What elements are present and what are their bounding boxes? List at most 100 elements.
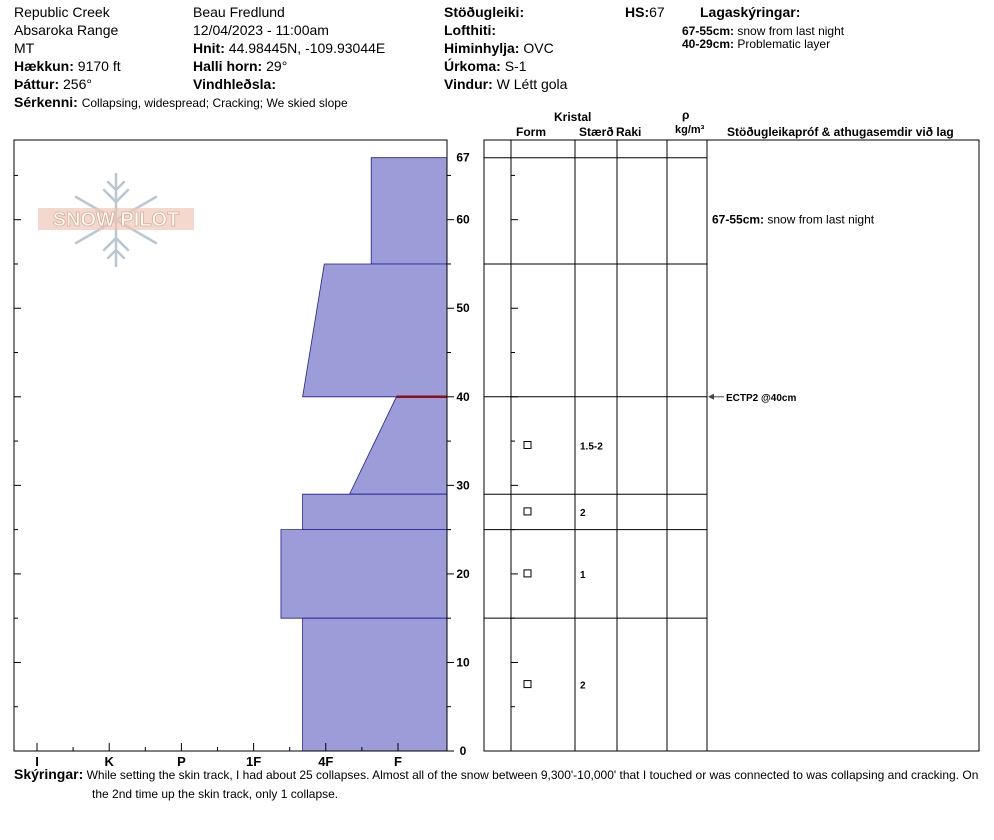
- elevation-label: Hækkun:: [14, 58, 74, 74]
- snow-pilot-logo: SNOW PILOT: [38, 172, 194, 268]
- grain-form-square-icon: [523, 441, 532, 449]
- aspect-label: Þáttur:: [14, 76, 60, 92]
- hardness-layers: [280, 157, 448, 752]
- slope-value: 29°: [266, 58, 288, 74]
- elevation: Hækkun: 9170 ft: [14, 58, 121, 74]
- slope-label: Halli horn:: [193, 58, 263, 74]
- depth-tick-label: 10: [456, 655, 470, 669]
- depth-tick-label: 20: [456, 567, 470, 581]
- aspect-value: 256°: [63, 76, 92, 92]
- grain-form-square-icon: [523, 507, 532, 516]
- hardness-tick-label: 4F: [318, 754, 333, 769]
- sky-value: OVC: [523, 40, 554, 56]
- hardness-layer: [280, 529, 448, 619]
- location: Republic Creek: [14, 4, 110, 20]
- comments: Skýringar: While setting the skin track,…: [14, 766, 982, 782]
- depth-tick-label: 30: [456, 478, 470, 492]
- wind-label: Vindur:: [444, 76, 493, 92]
- air-temp: Lofthiti:: [444, 22, 496, 38]
- features-label: Sérkenni:: [14, 94, 78, 110]
- depth-tick-label: 60: [456, 213, 470, 227]
- stability-label: Stöðugleiki:: [444, 4, 525, 20]
- comments-line-1: While setting the skin track, I had abou…: [86, 768, 979, 782]
- grain-size-label: 1.5-2: [580, 442, 603, 453]
- depth-tick-label: 67: [456, 151, 470, 165]
- layer-comment-text: snow from last night: [767, 213, 874, 227]
- aspect: Þáttur: 256°: [14, 76, 92, 92]
- stability: Stöðugleiki:: [444, 4, 524, 20]
- density-symbol: ρ: [682, 108, 690, 122]
- hardness-tick-label: F: [394, 754, 402, 769]
- features: Sérkenni: Collapsing, widespread; Cracki…: [14, 94, 348, 110]
- hardness-tick-label: K: [105, 754, 115, 769]
- grain-form-square-icon: [523, 569, 532, 578]
- wind-loading-label: Vindhleðsla:: [193, 76, 276, 92]
- wind-loading: Vindhleðsla:: [193, 76, 276, 92]
- wind-value: W Létt gola: [496, 76, 568, 92]
- hardness-layer: [348, 396, 448, 495]
- coords-label: Hnit:: [193, 40, 225, 56]
- sky-label: Himinhylja:: [444, 40, 520, 56]
- hardness-ticks: I K P 1F 4F F: [35, 743, 402, 769]
- layer-table: [483, 139, 980, 752]
- table-frame: [483, 139, 980, 752]
- layer-comment-range: 67-55cm:: [712, 213, 767, 227]
- snowflake-icon: SNOW PILOT: [38, 172, 194, 268]
- layer-note-text: Problematic layer: [737, 37, 831, 51]
- layer-notes-title: Lagaskýringar:: [700, 4, 801, 20]
- layer-note-range: 67-55cm:: [682, 24, 735, 38]
- hs-value: 67: [649, 4, 665, 20]
- layer-comment: 67-55cm: snow from last night: [712, 213, 875, 227]
- hardness-tick-label: 1F: [246, 754, 261, 769]
- hardness-plot-frame: [13, 139, 448, 752]
- hardness-layer: [370, 157, 448, 265]
- hardness-layer: [302, 493, 448, 531]
- slope-angle: Halli horn: 29°: [193, 58, 287, 74]
- depth-tick-label: 50: [456, 301, 470, 315]
- precip-value: S-1: [504, 58, 527, 74]
- test-arrow-icon: [708, 393, 714, 400]
- grain-size-label: 1: [580, 570, 586, 581]
- hardness-tick-label: P: [177, 754, 186, 769]
- air-temp-label: Lofthiti:: [444, 22, 497, 38]
- layer-note: 67-55cm: snow from last night: [682, 24, 844, 38]
- layer-note: 40-29cm: Problematic layer: [682, 37, 830, 51]
- grain-size-label: 2: [580, 681, 586, 692]
- tests-header: Stöðugleikapróf & athugasemdir við lag: [727, 125, 954, 139]
- form-header: Form: [516, 125, 546, 139]
- precipitation: Úrkoma: S-1: [444, 58, 526, 74]
- coords-value: 44.98445N, -109.93044E: [228, 40, 386, 56]
- grain-size-label: 2: [580, 508, 586, 519]
- layer-note-text: snow from last night: [737, 24, 845, 38]
- hardness-layer: [302, 617, 448, 752]
- hardness-tick-label: I: [35, 754, 39, 769]
- observer: Beau Fredlund: [193, 4, 285, 20]
- layer-note-range: 40-29cm:: [682, 37, 735, 51]
- depth-tick-label: 0: [460, 744, 467, 758]
- comments-label: Skýringar:: [14, 766, 84, 782]
- stability-test-label: ECTP2 @40cm: [726, 393, 796, 404]
- size-header: Stærð: [579, 125, 614, 139]
- comments-line-2: the 2nd time up the skin track, only 1 c…: [92, 787, 339, 801]
- logo-text: SNOW PILOT: [53, 209, 180, 231]
- datetime: 12/04/2023 - 11:00am: [193, 22, 329, 38]
- depth-axis: 0 10 20 30 40 50 60 67: [14, 151, 518, 758]
- mountain-range: Absaroka Range: [14, 22, 119, 38]
- test-marks: 67-55cm: snow from last night ECTP2 @40cm: [708, 213, 875, 404]
- elevation-value: 9170 ft: [77, 58, 121, 74]
- density-unit: kg/m³: [675, 124, 705, 136]
- wind: Vindur: W Létt gola: [444, 76, 567, 92]
- coordinates: Hnit: 44.98445N, -109.93044E: [193, 40, 385, 56]
- hs-label: HS:: [625, 4, 650, 20]
- sky-cover: Himinhylja: OVC: [444, 40, 554, 56]
- state: MT: [14, 40, 35, 56]
- snow-height: HS:67: [625, 4, 665, 20]
- depth-tick-label: 40: [456, 390, 470, 404]
- precip-label: Úrkoma:: [444, 58, 501, 74]
- features-value: Collapsing, widespread; Cracking; We ski…: [81, 96, 348, 110]
- grain-form-square-icon: [523, 680, 532, 689]
- grain-marks: 1.5-2 2 1 2: [523, 441, 603, 692]
- crystal-header: Kristal: [554, 110, 592, 124]
- moisture-header: Raki: [616, 125, 642, 139]
